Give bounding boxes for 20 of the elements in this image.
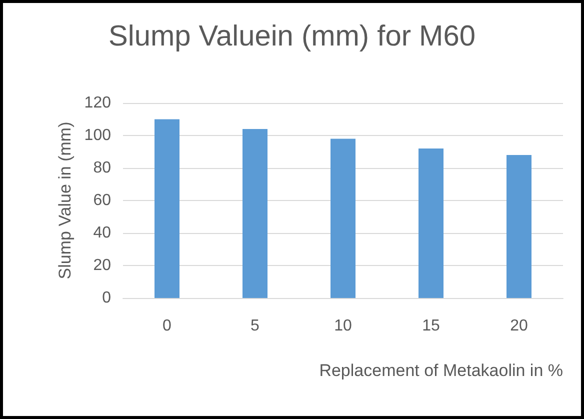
y-tick-label: 100 — [84, 127, 112, 144]
bar — [330, 138, 356, 298]
x-axis-title: Replacement of Metakaolin in % — [319, 361, 563, 380]
bar — [242, 129, 268, 298]
y-axis-title: Slump Value in (mm) — [55, 122, 74, 280]
bar — [506, 155, 532, 298]
y-tick-label: 120 — [84, 94, 112, 112]
x-tick-label: 0 — [162, 318, 172, 334]
bar — [154, 119, 180, 298]
y-tick-label: 0 — [102, 290, 112, 306]
x-tick-label: 15 — [422, 318, 440, 334]
y-tick-label: 20 — [93, 257, 112, 274]
x-tick-label: 10 — [334, 318, 352, 334]
y-tick-label: 40 — [93, 224, 112, 242]
y-tick-label: 60 — [93, 192, 112, 209]
x-tick-label: 5 — [250, 318, 260, 334]
chart-title: Slump Valuein (mm) for M60 — [108, 20, 476, 52]
y-tick-label: 80 — [93, 160, 112, 176]
x-tick-label: 20 — [510, 318, 528, 334]
bar — [418, 148, 444, 298]
